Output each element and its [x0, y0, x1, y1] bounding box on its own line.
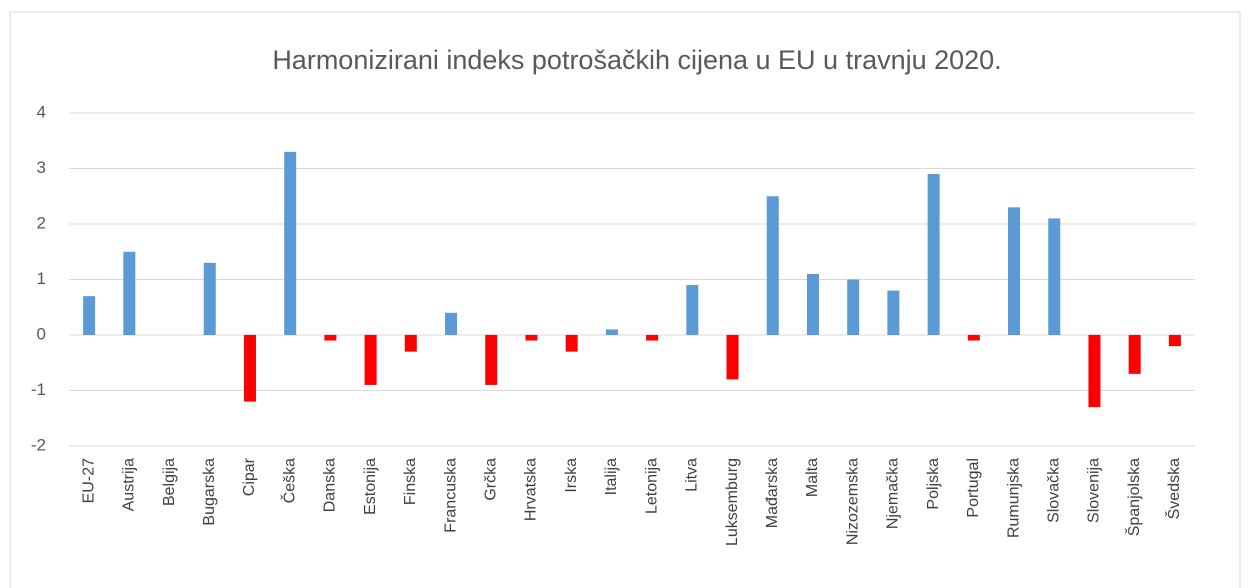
- bar: [1128, 335, 1141, 374]
- x-tick-label: Estonija: [362, 458, 379, 515]
- bar: [525, 335, 538, 341]
- y-tick-label: 2: [37, 213, 46, 232]
- y-tick-label: 1: [37, 269, 46, 288]
- x-tick-label: EU-27: [80, 458, 97, 503]
- x-tick-label: Rumunjska: [1005, 458, 1022, 538]
- bar: [726, 335, 739, 380]
- bar: [967, 335, 980, 341]
- bar: [284, 151, 297, 335]
- x-tick-label: Bugarska: [201, 458, 218, 526]
- bar: [83, 296, 96, 335]
- x-tick-label: Hrvatska: [523, 458, 540, 521]
- bar: [364, 335, 377, 385]
- bar: [1048, 218, 1061, 335]
- x-tick-label: Poljska: [925, 458, 942, 510]
- bar: [565, 335, 578, 352]
- bar: [847, 279, 860, 335]
- x-tick-label: Slovenija: [1086, 458, 1103, 523]
- x-tick-label: Nizozemska: [844, 458, 861, 545]
- bar: [404, 335, 417, 352]
- x-tick-label: Finska: [402, 458, 419, 505]
- y-tick-label: 0: [37, 324, 46, 343]
- y-tick-label: -2: [31, 435, 46, 454]
- x-tick-label: Portugal: [965, 458, 982, 518]
- x-tick-label: Francuska: [442, 458, 459, 533]
- y-tick-label: 4: [37, 102, 46, 121]
- bar: [203, 262, 216, 335]
- x-tick-label: Belgija: [161, 458, 178, 506]
- bar: [485, 335, 498, 385]
- y-tick-label: 3: [37, 158, 46, 177]
- x-tick-label: Slovačka: [1045, 458, 1062, 523]
- x-tick-label: Austrija: [121, 458, 138, 511]
- y-tick-label: -1: [31, 380, 46, 399]
- bar: [766, 196, 779, 335]
- bar: [445, 312, 458, 335]
- x-tick-label: Irska: [563, 458, 580, 493]
- bar: [1008, 207, 1021, 335]
- bar: [605, 329, 618, 335]
- x-tick-label: Cipar: [241, 457, 258, 496]
- bar: [1088, 335, 1101, 408]
- bar: [243, 335, 256, 402]
- x-tick-label: Malta: [804, 458, 821, 497]
- x-tick-label: Litva: [684, 458, 701, 492]
- bar: [646, 335, 659, 341]
- x-tick-label: Letonija: [643, 458, 660, 514]
- x-tick-label: Luksemburg: [724, 458, 741, 546]
- bar: [806, 273, 819, 335]
- x-tick-label: Italija: [603, 458, 620, 495]
- bar: [887, 290, 900, 335]
- bar: [686, 285, 699, 335]
- x-tick-label: Grčka: [482, 458, 499, 501]
- bar: [927, 174, 940, 335]
- chart-title: Harmonizirani indeks potrošačkih cijena …: [272, 45, 1001, 75]
- x-tick-label: Švedska: [1164, 458, 1183, 519]
- x-tick-label: Češka: [279, 458, 298, 503]
- bar: [123, 251, 136, 335]
- bar: [1168, 335, 1181, 347]
- x-tick-label: Njemačka: [885, 458, 902, 529]
- bar: [324, 335, 337, 341]
- x-tick-label: Danska: [322, 458, 339, 512]
- x-tick-label: Španjolska: [1124, 458, 1143, 536]
- x-tick-label: Mađarska: [764, 458, 781, 528]
